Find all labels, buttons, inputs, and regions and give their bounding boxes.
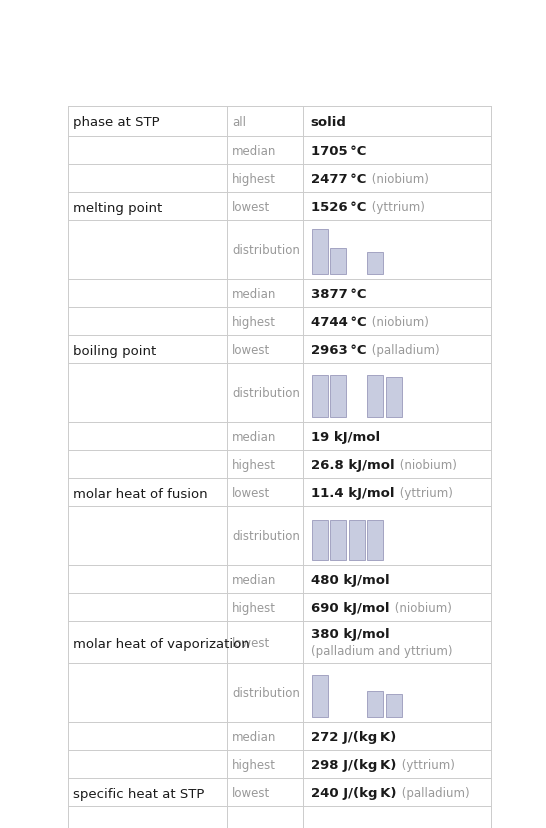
Text: phase at STP: phase at STP [73, 115, 160, 128]
Text: 272 J/(kg K): 272 J/(kg K) [311, 729, 396, 743]
Bar [312, 521, 328, 561]
Text: (niobium): (niobium) [368, 172, 429, 185]
Text: 11.4 kJ/mol: 11.4 kJ/mol [311, 486, 394, 499]
Bar [367, 376, 383, 418]
Text: 480 kJ/mol: 480 kJ/mol [311, 573, 389, 586]
Text: (yttrium): (yttrium) [396, 486, 453, 499]
Text: distribution: distribution [232, 244, 300, 257]
Text: (niobium): (niobium) [396, 458, 458, 471]
Text: median: median [232, 729, 276, 743]
Text: lowest: lowest [232, 200, 270, 214]
Bar [312, 229, 328, 275]
Text: median: median [232, 430, 276, 443]
Text: melting point: melting point [73, 202, 163, 215]
Text: highest: highest [232, 315, 276, 329]
Text: median: median [232, 145, 276, 157]
Text: median: median [232, 287, 276, 301]
Bar [312, 376, 328, 418]
Text: 19 kJ/mol: 19 kJ/mol [311, 430, 380, 443]
Text: (niobium): (niobium) [391, 601, 452, 614]
Text: lowest: lowest [232, 786, 270, 799]
Text: molar heat of vaporization: molar heat of vaporization [73, 638, 250, 650]
Text: 240 J/(kg K): 240 J/(kg K) [311, 786, 396, 799]
Text: 690 kJ/mol: 690 kJ/mol [311, 601, 389, 614]
Text: lowest: lowest [232, 486, 270, 499]
Text: (yttrium): (yttrium) [368, 200, 425, 214]
Bar [330, 376, 346, 418]
Text: (yttrium): (yttrium) [398, 758, 455, 771]
Bar [330, 248, 346, 275]
Text: distribution: distribution [232, 686, 300, 700]
Text: highest: highest [232, 458, 276, 471]
Text: molar heat of fusion: molar heat of fusion [73, 488, 208, 500]
Text: 298 J/(kg K): 298 J/(kg K) [311, 758, 396, 771]
Text: solid: solid [311, 115, 347, 128]
Text: distribution: distribution [232, 530, 300, 542]
Text: 2477 °C: 2477 °C [311, 172, 366, 185]
Text: lowest: lowest [232, 636, 270, 649]
Bar [330, 815, 346, 828]
Text: 1705 °C: 1705 °C [311, 145, 366, 157]
Bar [349, 521, 365, 561]
Text: 3877 °C: 3877 °C [311, 287, 366, 301]
Text: 26.8 kJ/mol: 26.8 kJ/mol [311, 458, 394, 471]
Bar [386, 694, 402, 718]
Text: median: median [232, 573, 276, 586]
Text: lowest: lowest [232, 344, 270, 356]
Text: highest: highest [232, 758, 276, 771]
Text: (palladium and yttrium): (palladium and yttrium) [311, 644, 452, 657]
Bar [367, 253, 383, 275]
Text: (niobium): (niobium) [369, 315, 429, 329]
Bar [312, 676, 328, 718]
Bar [330, 521, 346, 561]
Text: specific heat at STP: specific heat at STP [73, 787, 205, 800]
Text: boiling point: boiling point [73, 344, 157, 358]
Text: 380 kJ/mol: 380 kJ/mol [311, 627, 389, 640]
Text: 4744 °C: 4744 °C [311, 315, 366, 329]
Text: all: all [232, 115, 246, 128]
Text: 1526 °C: 1526 °C [311, 200, 366, 214]
Text: (palladium): (palladium) [399, 786, 470, 799]
Bar [367, 521, 383, 561]
Text: distribution: distribution [232, 387, 300, 400]
Text: highest: highest [232, 172, 276, 185]
Bar [386, 378, 402, 418]
Bar [367, 691, 383, 718]
Text: highest: highest [232, 601, 276, 614]
Text: (palladium): (palladium) [369, 344, 440, 356]
Text: 2963 °C: 2963 °C [311, 344, 366, 356]
